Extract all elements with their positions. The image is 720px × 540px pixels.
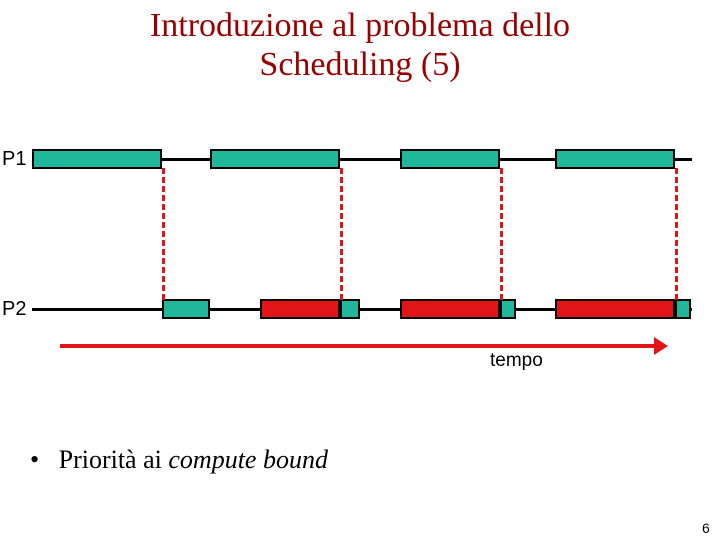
title-line1: Introduzione al problema dello	[150, 7, 570, 44]
gantt-bar	[340, 299, 360, 319]
gantt-bar	[400, 149, 500, 169]
connector-dash	[500, 168, 503, 300]
gantt-bar	[260, 299, 340, 319]
bullet-point: • Priorità ai compute bound	[30, 445, 328, 475]
gantt-bar	[675, 299, 691, 319]
slide-title: Introduzione al problema dello Schedulin…	[0, 6, 720, 84]
gantt-bar	[162, 299, 210, 319]
time-arrow-head	[654, 337, 668, 355]
gantt-bar	[32, 149, 162, 169]
connector-dash	[675, 168, 678, 300]
row-label-p1: P1	[2, 148, 26, 171]
bullet-text: Priorità ai	[59, 445, 169, 474]
row-label-p2: P2	[2, 298, 26, 321]
connector-dash	[162, 168, 165, 300]
gantt-bar	[500, 299, 516, 319]
bullet-marker: •	[30, 445, 39, 474]
gantt-bar	[400, 299, 500, 319]
page-number: 6	[702, 520, 710, 536]
time-arrow-line	[60, 344, 655, 348]
gantt-bar	[555, 299, 675, 319]
title-line2: Scheduling (5)	[259, 46, 460, 83]
connector-dash	[340, 168, 343, 300]
gantt-bar	[555, 149, 675, 169]
gantt-bar	[210, 149, 340, 169]
time-axis-label: tempo	[490, 350, 543, 372]
bullet-text-italic: compute bound	[168, 445, 328, 474]
